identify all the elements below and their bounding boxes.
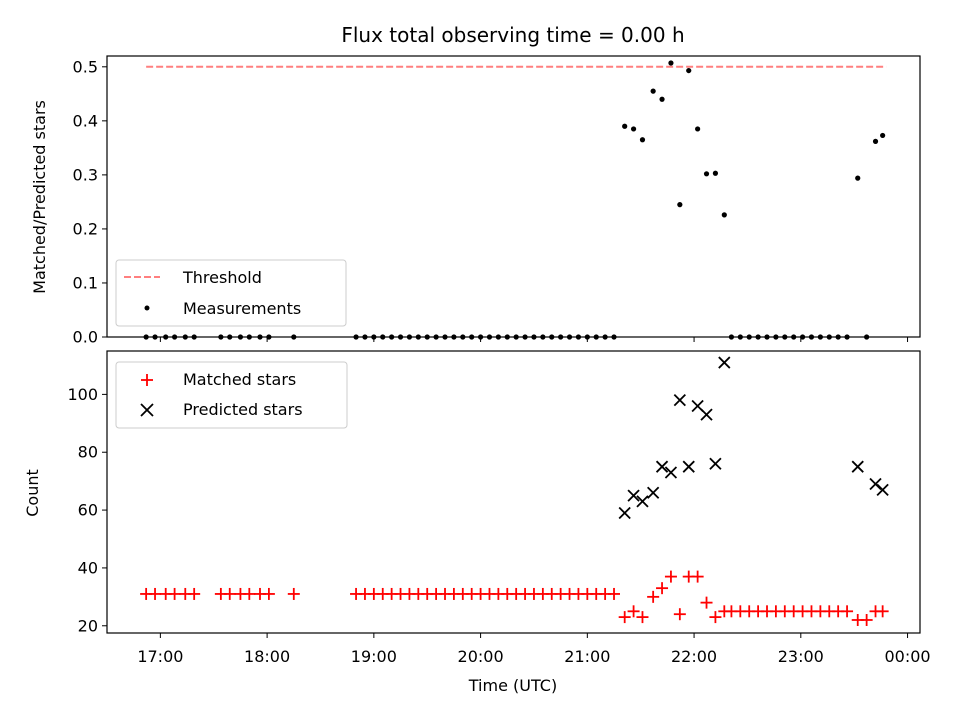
- matched-star-point: [149, 587, 162, 600]
- matched-star-point: [673, 608, 686, 621]
- measurement-point: [880, 132, 886, 139]
- measurement-point: [630, 126, 637, 132]
- bottom-ytick-label: 40: [78, 558, 98, 577]
- matched-stars-legend-label: Matched stars: [183, 370, 296, 389]
- measurement-point: [659, 96, 665, 102]
- matched-stars-legend-swatch: [141, 374, 153, 386]
- measurement-point: [872, 138, 879, 144]
- threshold-legend-label: Threshold: [182, 268, 262, 287]
- measurement-point: [668, 60, 674, 66]
- predicted-star-point: [627, 489, 640, 502]
- bottom-xtick-label: 19:00: [351, 647, 397, 666]
- bottom-ytick-label: 100: [67, 385, 98, 404]
- matched-star-point: [608, 587, 621, 600]
- matched-star-point: [636, 611, 649, 624]
- predicted-star-point: [700, 408, 713, 421]
- measurement-point: [622, 123, 628, 129]
- predicted-star-point: [655, 460, 669, 473]
- bottom-chart: Count Time (UTC) 20 40 60 80 100 17:00 18:00 19…: [23, 350, 931, 695]
- top-legend: Threshold Measurements: [115, 259, 347, 327]
- bottom-xtick-label: 23:00: [778, 647, 824, 666]
- measurement-point: [686, 67, 692, 74]
- measurement-point: [677, 202, 683, 208]
- bottom-xtick-label: 00:00: [884, 647, 930, 666]
- top-ytick-label: 0.2: [73, 219, 98, 238]
- bottom-xtick-label: 22:00: [671, 647, 717, 666]
- predicted-star-point: [647, 486, 660, 499]
- bottom-ytick-label: 60: [78, 501, 98, 520]
- predicted-star-point: [876, 483, 889, 496]
- matched-star-point: [627, 605, 640, 618]
- bottom-xtick-label: 21:00: [564, 647, 610, 666]
- bottom-axes-frame: [106, 350, 921, 634]
- bottom-legend-box: [115, 361, 348, 429]
- predicted-star-point: [851, 460, 864, 473]
- matched-star-point: [168, 587, 181, 600]
- measurement-point: [650, 88, 656, 94]
- measurement-point: [695, 126, 701, 132]
- bottom-chart-ylabel: Count: [23, 469, 42, 517]
- bottom-xtick-label: 18:00: [244, 647, 290, 666]
- predicted-stars-legend-label: Predicted stars: [183, 400, 303, 419]
- top-legend-box: [115, 259, 347, 327]
- predicted-star-point: [709, 457, 722, 470]
- matched-star-point: [700, 596, 713, 609]
- bottom-plot-area: 20 40 60 80 100 17:00 18:00 19:00 20:00 21:00 22:0…: [67, 356, 931, 666]
- matched-star-point: [287, 587, 300, 600]
- measurement-point: [712, 170, 719, 176]
- matched-star-point: [664, 570, 677, 583]
- matched-star-point: [262, 587, 275, 600]
- measurements-legend-label: Measurements: [183, 299, 301, 318]
- top-ytick-label: 0.3: [73, 165, 98, 184]
- matched-star-point: [709, 611, 722, 624]
- matched-star-point: [647, 590, 660, 603]
- top-ytick-label: 0.5: [73, 57, 98, 76]
- measurement-point: [721, 212, 727, 218]
- matched-star-point: [656, 582, 669, 595]
- predicted-star-point: [869, 477, 882, 491]
- top-chart-title: Flux total observing time = 0.00 h: [341, 23, 684, 47]
- matched-star-point: [841, 605, 854, 618]
- top-axes-frame: [106, 55, 921, 338]
- top-chart-ylabel: Matched/Predicted stars: [30, 100, 49, 294]
- matched-star-point: [618, 611, 631, 624]
- matched-star-point: [223, 587, 236, 600]
- matched-star-point: [691, 570, 704, 583]
- matched-star-point: [860, 613, 873, 626]
- top-ytick-label: 0.1: [73, 273, 98, 292]
- bottom-xtick-label: 17:00: [137, 647, 183, 666]
- top-ytick-label: 0.0: [73, 328, 98, 347]
- predicted-star-point: [664, 466, 678, 479]
- predicted-stars-legend-swatch: [140, 403, 154, 417]
- measurement-point: [855, 175, 861, 181]
- predicted-star-point: [636, 495, 649, 508]
- measurements-legend-swatch: [144, 305, 150, 311]
- predicted-star-point: [718, 356, 731, 369]
- top-chart: Flux total observing time = 0.00 h Match…: [30, 23, 921, 347]
- predicted-star-point: [673, 394, 686, 407]
- matched-star-point: [243, 587, 256, 600]
- predicted-star-point: [682, 460, 695, 473]
- predicted-star-point: [618, 506, 631, 520]
- bottom-ytick-label: 80: [78, 443, 98, 462]
- bottom-xtick-label: 20:00: [458, 647, 504, 666]
- measurement-point: [703, 171, 710, 177]
- matched-star-point: [876, 605, 889, 618]
- top-ytick-label: 0.4: [73, 111, 98, 130]
- matched-star-point: [188, 587, 201, 600]
- bottom-legend: Matched stars Predicted stars: [115, 361, 348, 429]
- measurement-point: [639, 137, 646, 143]
- bottom-chart-xlabel: Time (UTC): [468, 676, 557, 695]
- bottom-ytick-label: 20: [78, 616, 98, 635]
